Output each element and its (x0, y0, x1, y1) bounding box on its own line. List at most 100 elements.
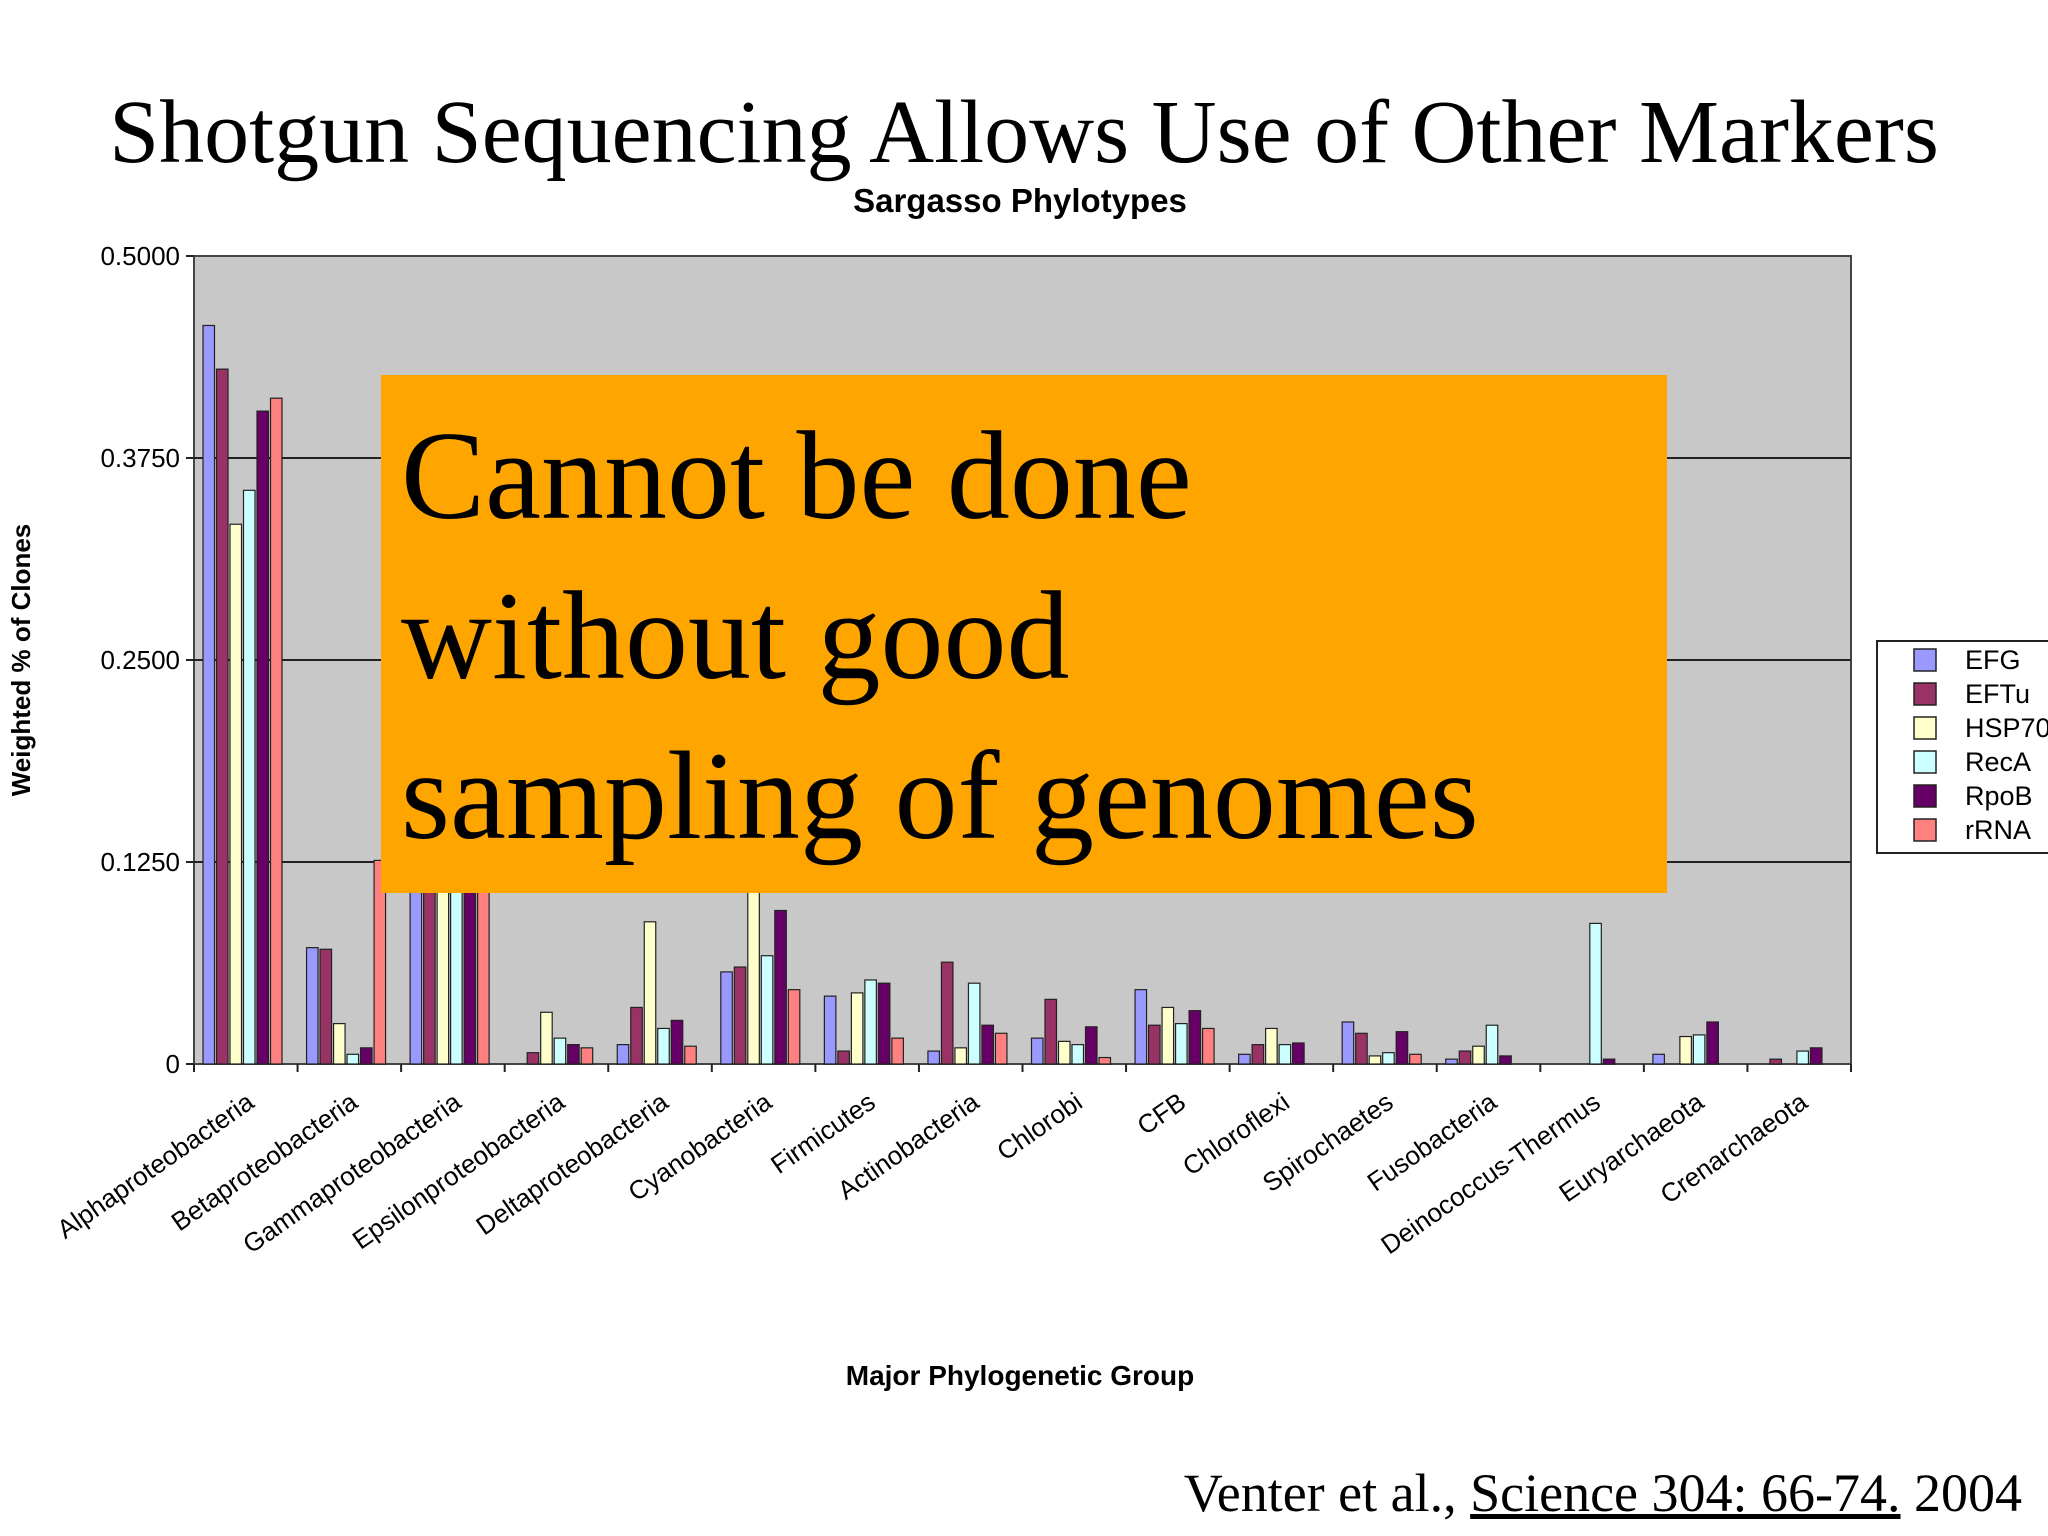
citation-authors: Venter et al., (1183, 1463, 1471, 1523)
bar (1292, 1042, 1305, 1065)
bar (954, 1047, 968, 1065)
callout-line: without good (401, 567, 1070, 706)
bar (1201, 1027, 1215, 1065)
legend-swatch (1913, 818, 1937, 842)
bar (373, 859, 387, 1065)
bar (1188, 1010, 1202, 1065)
y-tick-label: 0 (166, 1049, 180, 1079)
bar (332, 1022, 346, 1065)
bar (567, 1044, 580, 1065)
bar (684, 1045, 697, 1065)
bar (242, 489, 256, 1065)
bar (733, 966, 747, 1065)
bar (1251, 1044, 1265, 1065)
legend-swatch (1913, 682, 1937, 706)
bar (823, 995, 837, 1065)
bar (319, 948, 333, 1065)
bar (877, 982, 891, 1065)
bar (269, 397, 283, 1065)
bar (1409, 1053, 1422, 1065)
x-tick-label: CFB (1131, 1086, 1191, 1140)
bar (202, 324, 216, 1065)
bar (1161, 1006, 1175, 1065)
bar (1458, 1050, 1472, 1065)
bar (1395, 1031, 1409, 1065)
bar (1057, 1040, 1071, 1065)
bar (305, 947, 319, 1065)
bar (994, 1032, 1008, 1065)
citation: Venter et al., Science 304: 66-74. 2004 (1184, 1462, 2022, 1524)
bar (540, 1011, 553, 1065)
bar (1652, 1053, 1665, 1065)
bar (1796, 1050, 1810, 1065)
bar (229, 523, 243, 1065)
bar (1769, 1058, 1783, 1065)
bar (787, 989, 801, 1065)
bar (864, 979, 877, 1065)
bar (643, 921, 657, 1065)
bar (967, 982, 981, 1065)
bar (616, 1044, 630, 1065)
legend-label: RpoB (1965, 781, 2033, 811)
legend-label: rRNA (1965, 815, 2031, 845)
bar (760, 955, 774, 1065)
callout-box: Cannot be done without good sampling of … (381, 375, 1667, 893)
bar (526, 1052, 540, 1065)
y-tick-label: 0.3750 (100, 443, 180, 473)
legend-label: RecA (1965, 747, 2031, 777)
bar (981, 1024, 995, 1065)
legend-swatch (1913, 648, 1937, 672)
bar (1679, 1035, 1692, 1065)
bar (837, 1050, 850, 1065)
bar (720, 971, 733, 1065)
bar (1485, 1024, 1499, 1065)
bar (215, 368, 229, 1065)
callout-line: sampling of genomes (401, 727, 1479, 866)
x-tick-label: Deltaproteobacteria (470, 1086, 674, 1241)
legend-box (1876, 640, 2048, 854)
bar (1265, 1027, 1278, 1065)
x-tick-label: Alphaproteobacteria (51, 1086, 259, 1244)
bar (1382, 1052, 1395, 1065)
slide-title: Shotgun Sequencing Allows Use of Other M… (109, 83, 1939, 182)
legend-swatch (1913, 750, 1937, 774)
bar (670, 1019, 684, 1065)
bar (1134, 989, 1148, 1065)
bar (1071, 1044, 1085, 1065)
y-axis-label: Weighted % of Clones (6, 524, 36, 797)
x-tick-label: Betaproteobacteria (166, 1086, 364, 1237)
bar (891, 1037, 904, 1065)
bar (1030, 1037, 1044, 1065)
bar (940, 961, 954, 1065)
y-tick-label: 0.5000 (100, 241, 180, 271)
bar (1445, 1058, 1458, 1065)
legend-label: EFG (1965, 645, 2021, 675)
legend-swatch (1913, 784, 1937, 808)
x-tick-label: Chlorobi (991, 1086, 1088, 1166)
chart-title: Sargasso Phylotypes (853, 182, 1187, 219)
bar (1355, 1032, 1368, 1065)
bar (1589, 922, 1602, 1065)
citation-journal-link[interactable]: Science 304: 66-74. (1470, 1463, 1901, 1523)
bar (256, 410, 270, 1065)
bar (927, 1050, 941, 1065)
bar (1499, 1055, 1512, 1065)
legend: EFG EFTu HSP70 RecA RpoB rRNA (1876, 640, 2048, 854)
bar (630, 1006, 643, 1065)
bar (1341, 1021, 1355, 1065)
bar (774, 909, 787, 1065)
legend-swatch (1913, 716, 1937, 740)
bar (1692, 1034, 1706, 1065)
bar (1084, 1026, 1098, 1065)
bar (1278, 1044, 1292, 1065)
bar (1174, 1022, 1188, 1065)
bar (359, 1047, 373, 1065)
bar (1098, 1056, 1112, 1065)
bar (1147, 1024, 1161, 1065)
bar (553, 1037, 567, 1065)
bar (1472, 1045, 1485, 1065)
y-tick-label: 0.1250 (100, 847, 180, 877)
legend-label: EFTu (1965, 679, 2030, 709)
bar (850, 992, 864, 1065)
callout-line: Cannot be done (401, 407, 1192, 546)
